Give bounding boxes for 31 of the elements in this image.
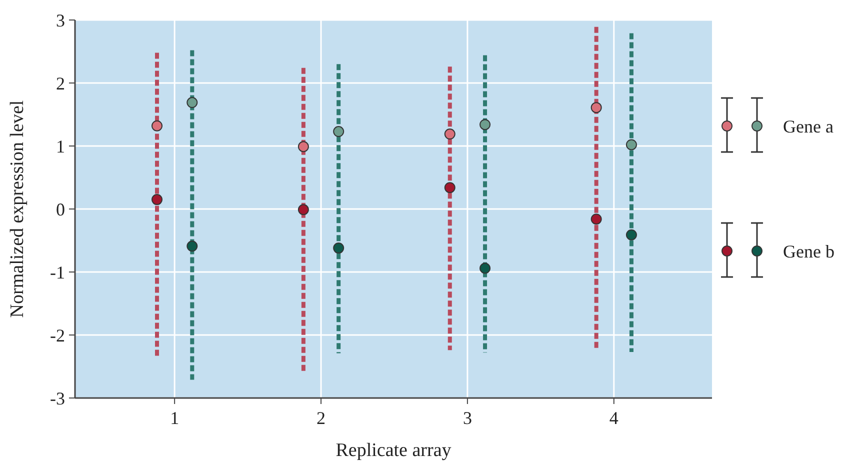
point [333,126,344,138]
y-tick-label: -3 [50,388,65,408]
point [298,204,309,216]
point [186,240,198,252]
point [626,139,637,150]
x-tick-label: 1 [170,408,180,428]
y-tick-label: 2 [56,73,65,94]
y-tick-label: 0 [56,199,65,220]
y-tick-label: -2 [50,325,65,346]
point [152,120,163,132]
point [444,128,456,140]
x-tick-label: 4 [609,408,618,428]
point [152,194,163,206]
y-axis-title: Normalized expression level [7,100,28,318]
point [298,141,309,152]
y-tick-label: -1 [50,262,65,282]
point [626,229,637,240]
x-tick-label: 2 [316,408,326,428]
x-axis-title: Replicate array [336,440,452,461]
point [590,214,602,225]
x-tick-label: 3 [462,408,472,428]
y-tick-label: 1 [56,136,65,156]
point [480,262,491,274]
point [333,242,344,254]
legend-label: Gene a [783,116,834,136]
point [480,119,491,130]
y-tick-label: 3 [56,10,65,30]
point [590,102,602,114]
point [186,97,198,108]
point [444,182,456,194]
legend-label: Gene b [783,241,834,262]
